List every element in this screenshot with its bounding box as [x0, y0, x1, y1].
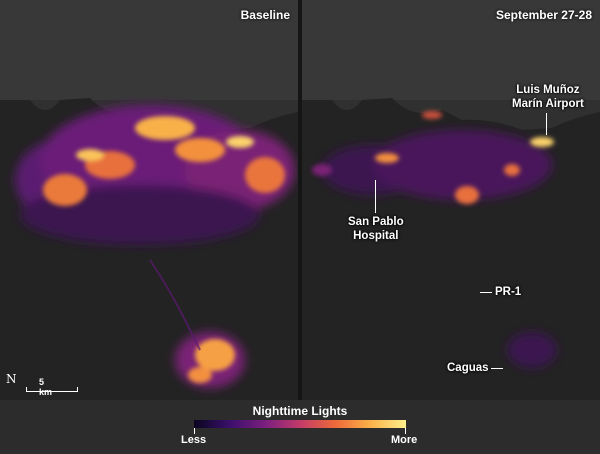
town-label: Caguas [447, 362, 489, 374]
legend-color-ramp [194, 420, 406, 428]
post-storm-lights-glow [322, 130, 557, 368]
legend-tick-high [405, 428, 406, 434]
town-leader-line [491, 368, 503, 369]
road-label: PR-1 [495, 286, 522, 298]
scale-bar [26, 387, 78, 392]
pr1-highway-line [149, 259, 201, 351]
hospital-leader-line [375, 180, 376, 213]
post-storm-title: September 27-28 [495, 8, 592, 22]
road-leader-line [480, 292, 492, 293]
hospital-label: San Pablo Hospital [348, 216, 404, 242]
legend-high-label: More [391, 434, 418, 446]
airport-leader-line [546, 113, 547, 135]
legend: Nighttime Lights Less More [0, 400, 600, 454]
north-arrow-icon: N [6, 372, 17, 386]
post-storm-bright-cores [312, 111, 554, 204]
baseline-bright-cores [43, 116, 285, 383]
scale-distance-label: 5 km [39, 377, 53, 397]
legend-tick-low [194, 428, 195, 434]
post-storm-map-panel: September 27-28 Luis Muñoz Marín Airport… [302, 0, 600, 400]
airport-label: Luis Muñoz Marín Airport [512, 84, 584, 110]
legend-low-label: Less [181, 434, 207, 446]
post-storm-night-lights-map [302, 0, 600, 400]
baseline-title: Baseline [240, 8, 290, 22]
legend-title: Nighttime Lights [252, 404, 348, 418]
baseline-map-panel: Baseline N 5 km [0, 0, 298, 400]
panel-divider [298, 0, 302, 400]
baseline-night-lights-map [0, 0, 298, 400]
